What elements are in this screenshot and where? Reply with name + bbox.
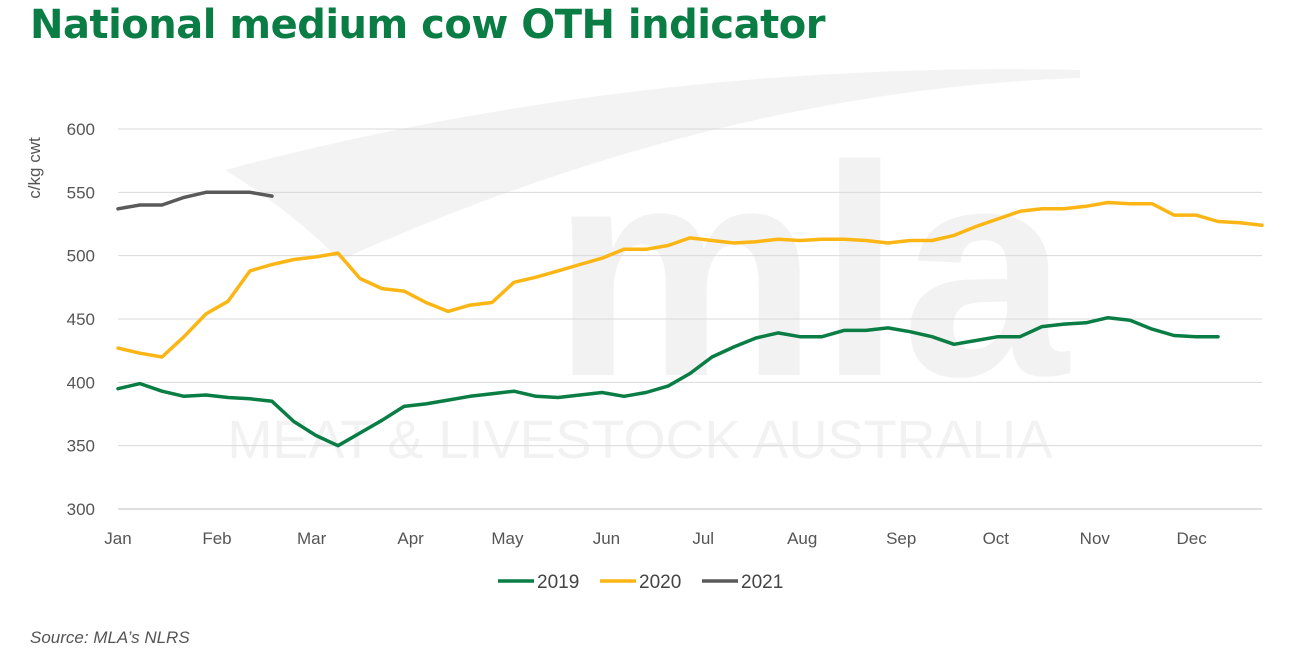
x-tick-label: Mar: [297, 529, 327, 548]
y-tick-label: 550: [67, 183, 95, 202]
legend: 2019 2020 2021: [498, 572, 783, 593]
chart-title: National medium cow OTH indicator: [30, 2, 825, 48]
x-tick-label: Aug: [787, 529, 817, 548]
y-tick-label: 350: [67, 437, 95, 456]
series-line-2021: [116, 190, 274, 211]
x-tick-label: Sep: [886, 529, 916, 548]
x-tick-label: Oct: [983, 529, 1010, 548]
y-tick-label: 450: [67, 310, 95, 329]
x-tick-label: Nov: [1080, 529, 1111, 548]
x-tick-label: Dec: [1176, 529, 1207, 548]
y-axis-label: c/kg cwt: [25, 137, 44, 199]
y-axis-ticks: 300 350 400 450 500 550 600: [67, 120, 95, 519]
series-line-2020: [116, 200, 1264, 359]
legend-label-2020: 2020: [639, 572, 681, 593]
watermark-logo: mla: [552, 103, 1071, 439]
x-tick-label: Apr: [397, 529, 424, 548]
x-tick-label: Jun: [593, 529, 620, 548]
y-tick-label: 300: [67, 500, 95, 519]
mla-watermark: mla MEAT & LIVESTOCK AUSTRALIA: [225, 69, 1080, 470]
y-tick-label: 600: [67, 120, 95, 139]
watermark-text: MEAT & LIVESTOCK AUSTRALIA: [227, 410, 1052, 470]
watermark-swoosh: [225, 69, 1080, 261]
x-axis-ticks: Jan Feb Mar Apr May Jun Jul Aug Sep Oct Nov Dec: [104, 529, 1207, 548]
y-tick-label: 500: [67, 247, 95, 266]
x-tick-label: May: [491, 529, 524, 548]
legend-label-2021: 2021: [741, 572, 783, 593]
gridlines: [118, 128, 1262, 510]
source-note: Source: MLA’s NLRS: [30, 628, 190, 647]
legend-label-2019: 2019: [537, 572, 579, 593]
x-tick-label: Jul: [692, 529, 714, 548]
x-tick-label: Jan: [104, 529, 131, 548]
series-lines: [116, 190, 1264, 448]
series-line-2019: [116, 315, 1220, 448]
y-tick-label: 400: [67, 373, 95, 392]
x-tick-label: Feb: [202, 529, 231, 548]
